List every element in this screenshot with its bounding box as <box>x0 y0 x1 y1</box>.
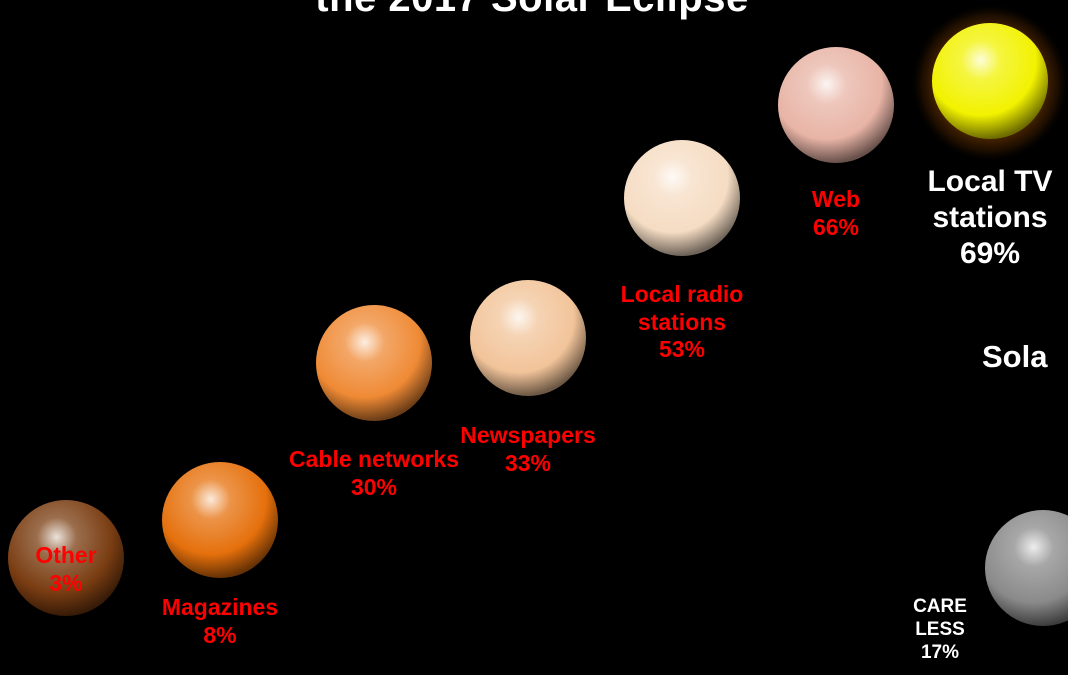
category-text-care-less-1: CARE <box>913 596 967 617</box>
category-text-magazines: Magazines <box>161 594 279 620</box>
value-text-web: 66% <box>812 213 860 240</box>
value-text-newspapers: 33% <box>504 449 552 476</box>
category-text-care-less-2: LESS <box>915 618 965 640</box>
category-text-web: Web <box>811 186 861 212</box>
category-text-cable-networks: Cable networks <box>289 446 459 472</box>
category-text-newspapers: Newspapers <box>460 422 596 448</box>
sphere-care-less <box>985 510 1068 626</box>
label-newspapers: Newspapers 33% <box>378 422 678 477</box>
label-local-tv-stations: Local TV stations 69% <box>840 164 1068 272</box>
value-text-local-radio-stations: 53% <box>658 336 706 363</box>
label-magazines: Magazines 8% <box>70 594 370 649</box>
label-care-less: CARE LESS 17% <box>790 596 1068 664</box>
value-text-local-tv-stations: 69% <box>959 237 1021 270</box>
label-web: Web 66% <box>686 186 986 241</box>
category-text-local-tv-stations-1: Local TV <box>927 165 1053 198</box>
sphere-local-tv-stations <box>932 23 1048 139</box>
side-label: Sola <box>982 339 1048 374</box>
value-text-magazines: 8% <box>203 621 237 648</box>
sphere-other <box>8 500 124 616</box>
chart-title: the 2017 Solar Eclipse <box>262 0 802 21</box>
label-local-radio-stations: Local radio stations 53% <box>532 281 832 364</box>
sphere-cable-networks <box>316 305 432 421</box>
label-other: Other 3% <box>0 542 216 597</box>
value-text-other: 3% <box>49 569 83 596</box>
category-text-other: Other <box>35 542 97 568</box>
value-text-cable-networks: 30% <box>350 473 398 500</box>
category-text-local-radio-stations-1: Local radio <box>620 281 744 307</box>
sphere-magazines <box>162 462 278 578</box>
category-text-local-tv-stations-2: stations <box>932 201 1048 234</box>
value-text-care-less: 17% <box>920 641 960 663</box>
category-text-local-radio-stations-2: stations <box>637 308 727 335</box>
label-cable-networks: Cable networks 30% <box>224 446 524 501</box>
sphere-newspapers <box>470 280 586 396</box>
sphere-local-radio-stations <box>624 140 740 256</box>
sphere-web <box>778 47 894 163</box>
